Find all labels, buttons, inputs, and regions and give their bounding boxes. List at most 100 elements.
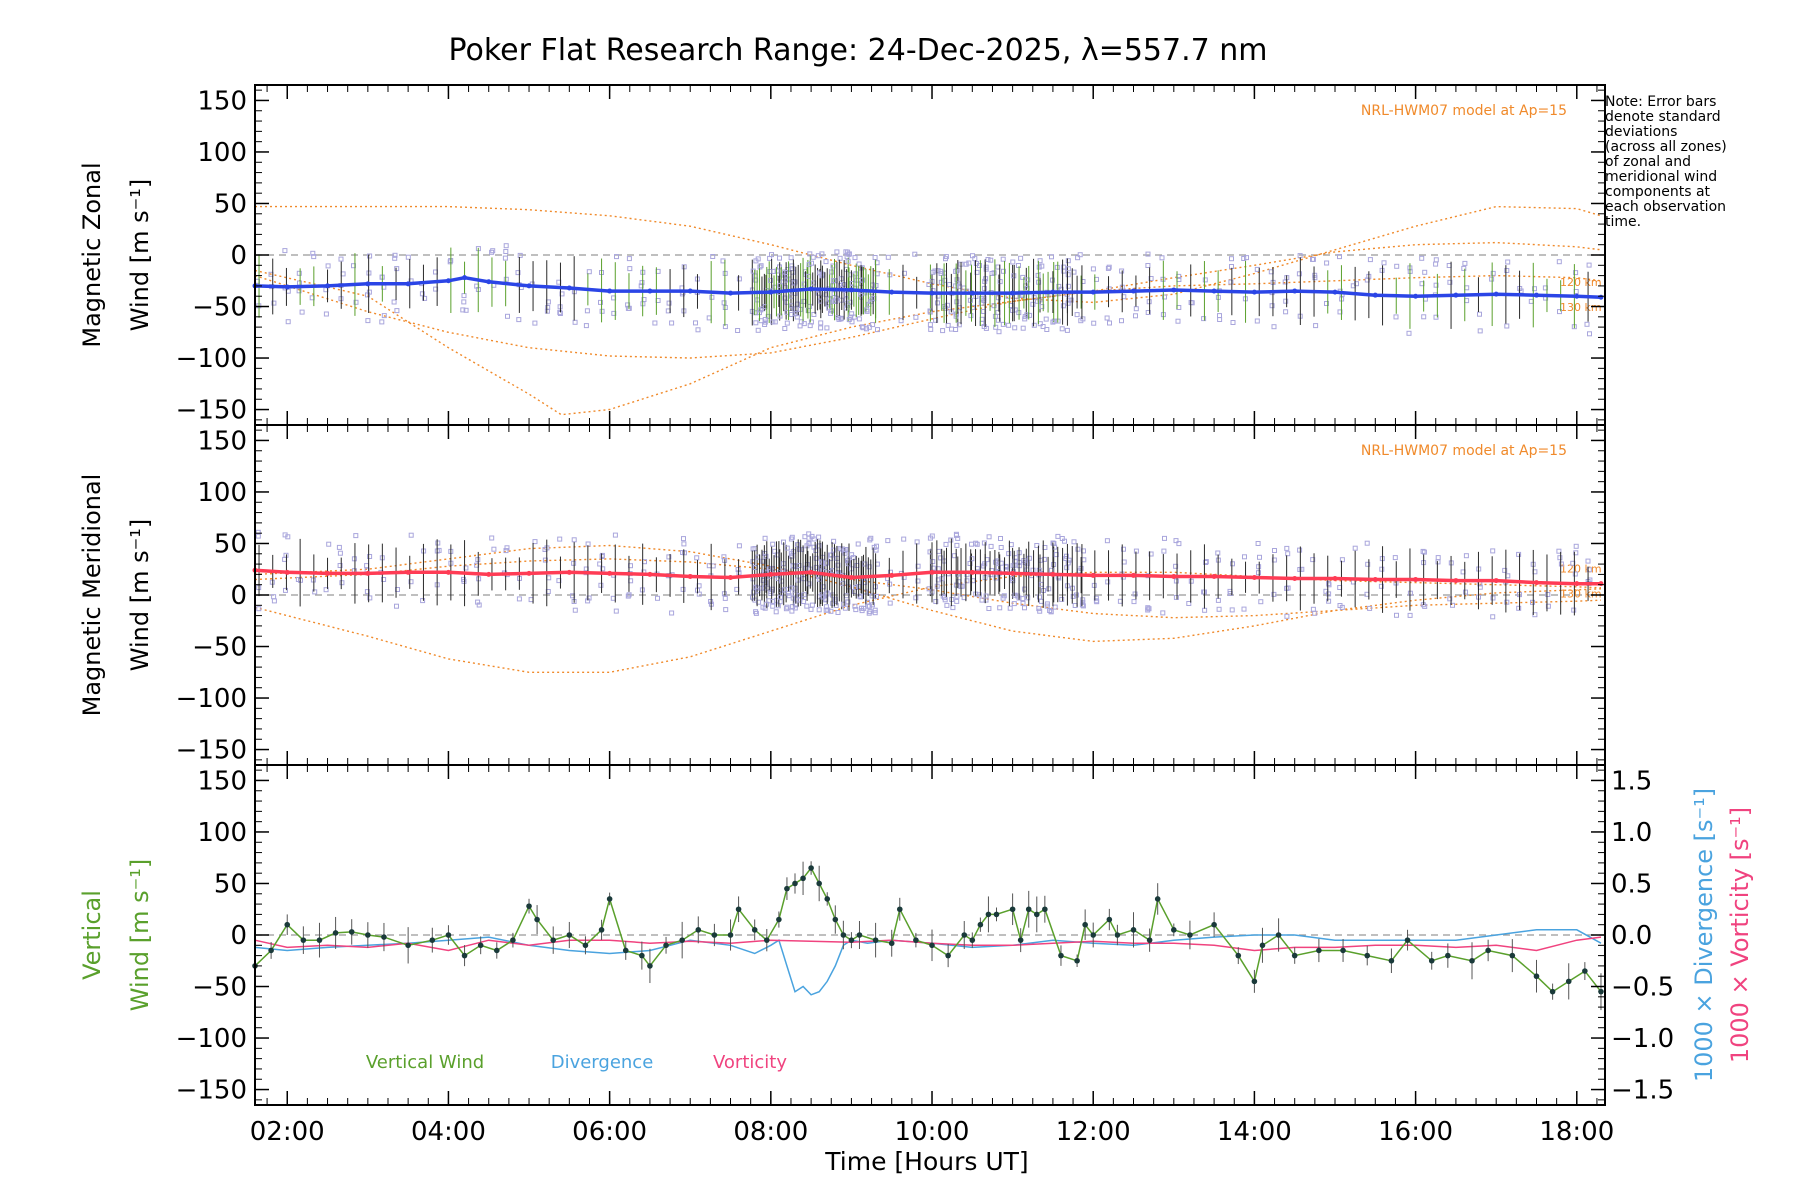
vertical-wind-point [647,963,653,969]
zonal-wind-line [254,275,1602,299]
zone-sample-point [611,310,617,316]
zone-sample-point [1271,324,1277,330]
zonal-wind-point [1292,288,1298,294]
zone-sample-point [852,255,858,261]
zone-sample-point [914,539,920,545]
zone-sample-point [1324,301,1329,306]
zone-sample-point [983,264,989,270]
zone-sample-point [847,299,853,305]
zone-sample-point [870,602,875,608]
zone-sample-point [1285,551,1291,557]
zone-sample-point [953,327,959,332]
zone-sample-point [1065,266,1071,272]
zone-sample-point [1007,605,1013,611]
zone-sample-point [299,309,305,315]
zone-sample-point [833,299,838,304]
y-tick-label: 100 [197,818,247,848]
zone-sample-point [1064,565,1070,571]
y-tick-label: 50 [214,189,247,219]
zone-sample-point [942,595,947,601]
zone-sample-point [818,325,824,331]
zone-sample-point [849,311,855,317]
zone-sample-point [981,324,987,329]
vertical-wind-point [1509,952,1516,959]
zone-sample-point [1022,605,1027,611]
zone-sample-point [986,606,992,611]
zone-sample-point [1271,557,1277,563]
zone-sample-point [953,268,959,274]
zone-sample-point [801,599,807,604]
zone-sample-point [571,537,577,543]
zone-sample-point [572,607,578,613]
zone-sample-point [694,555,700,561]
vertical-wind-point [711,932,718,938]
vertical-wind-point [727,932,734,938]
zone-sample-point [1313,323,1319,329]
meridional-wind-point [1131,572,1137,578]
zone-sample-point [1000,595,1006,601]
vertical-wind-point [840,932,847,938]
zone-sample-point [394,308,400,314]
vertical-wind-point [808,865,814,871]
zone-sample-point [395,587,400,592]
zone-sample-point [1230,561,1235,567]
zone-sample-point [996,329,1002,335]
zone-sample-point [851,314,857,320]
zone-sample-point [1433,257,1439,263]
zone-sample-point [1367,257,1373,263]
zone-sample-point [867,537,873,543]
zone-sample-point [572,319,578,325]
zonal-wind-panel: NRL-HWM07 model at Ap=15 120 km 130 km 150 1… [78,84,1606,426]
zone-sample-point [1545,592,1551,597]
zone-sample-point [296,270,302,276]
zone-sample-point [1393,314,1399,320]
zone-sample-point [1282,279,1288,285]
zone-sample-point [338,256,344,262]
legend-divergence: Divergence [551,1052,654,1073]
zone-sample-point [1031,322,1037,328]
zone-sample-point [610,595,616,601]
x-axis-title: Time [Hours UT] [824,1147,1028,1176]
vertical-wind-point [1469,957,1475,964]
zone-sample-point [708,599,714,604]
zone-sample-point [885,254,891,260]
right-axis-tick-label: −1.0 [1611,1024,1674,1054]
zonal-wind-point [768,289,774,295]
zone-sample-point [1020,600,1026,606]
zone-sample-point [339,580,345,586]
zone-sample-point [758,263,764,269]
zone-sample-point [1556,548,1562,554]
zone-sample-point [1421,314,1427,320]
zone-sample-point [770,541,776,547]
zonal-wind-point [1090,289,1096,295]
zone-sample-point [1030,567,1036,573]
zone-sample-point [1162,535,1167,541]
zone-sample-point [859,605,864,611]
zone-sample-point [1586,567,1592,573]
zone-sample-point [801,321,807,327]
zone-sample-point [461,293,467,299]
zone-sample-point [755,327,761,333]
zone-sample-point [669,610,675,616]
x-tick-label: 16:00 [1378,1117,1453,1147]
zone-sample-point [502,255,508,261]
chart-title: Poker Flat Research Range: 24-Dec-2025, … [449,33,1268,68]
zone-sample-point [968,313,974,319]
zone-sample-point [847,272,853,278]
zone-sample-point [1571,607,1577,613]
zone-sample-point [365,318,371,324]
y-tick-label: −150 [176,1076,247,1106]
zone-sample-point [871,295,877,301]
zone-sample-point [834,249,840,255]
zone-sample-point [669,320,675,326]
zone-sample-point [1489,276,1495,282]
zone-sample-point [1283,298,1289,304]
vertical-wind-point [534,916,540,923]
zone-sample-point [1504,599,1510,605]
meridional-wind-point [365,570,371,576]
zone-sample-point [820,584,826,590]
zone-sample-point [974,269,980,275]
zone-sample-point [1133,313,1138,319]
zone-sample-point [809,260,814,266]
zone-sample-point [933,317,939,323]
